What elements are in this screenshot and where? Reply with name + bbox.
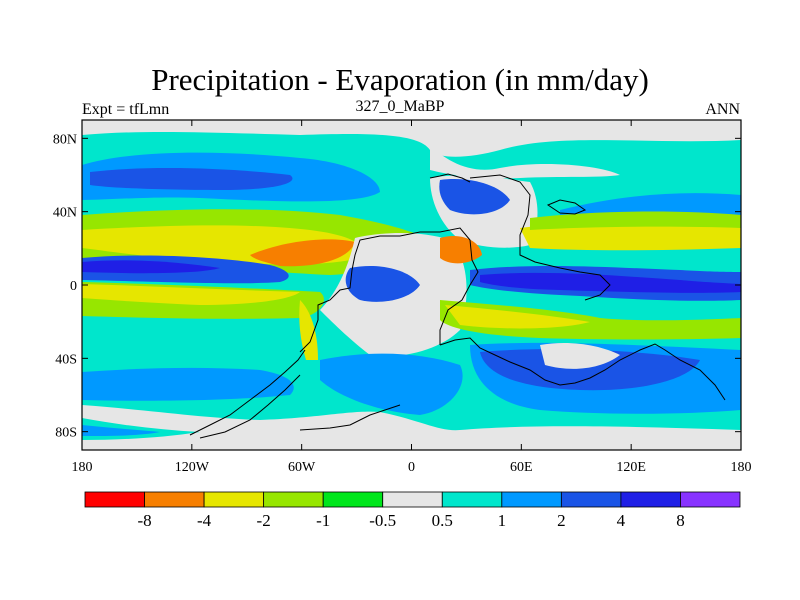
x-axis: 180 120W 60W 0 60E 120E 180	[72, 120, 752, 475]
coastline-east	[469, 174, 611, 301]
coastline-small-isl	[546, 199, 587, 215]
season-label: ANN	[705, 101, 740, 118]
colorbar: -8 -4 -2 -1 -0.5 0.5 1 2 4 8	[84, 491, 741, 530]
field-south-gray-east	[540, 343, 620, 369]
field-eq-yellow	[82, 284, 300, 305]
x-tick-label: 180	[731, 460, 752, 475]
field-south-blue-west	[82, 367, 294, 401]
y-tick-label: 40S	[55, 352, 77, 367]
field-asia-blue	[439, 179, 510, 215]
colorbar-swatch	[263, 491, 324, 508]
y-tick-label: 80S	[55, 426, 77, 441]
colorbar-swatch	[84, 491, 145, 508]
coastline-asia-north	[429, 173, 471, 183]
y-tick-label: 40N	[53, 206, 77, 221]
x-tick-label: 120E	[616, 460, 646, 475]
field-south-blue-east-core	[480, 349, 700, 391]
field-itcz-east-core	[480, 272, 741, 293]
colorbar-swatch	[322, 491, 384, 508]
field-north-gray	[82, 120, 741, 157]
colorbar-label: -4	[197, 511, 212, 530]
colorbar-label: 0.5	[432, 511, 453, 530]
colorbar-swatch	[560, 491, 622, 508]
y-tick-label: 0	[70, 279, 77, 294]
colorbar-swatch	[203, 491, 265, 508]
colorbar-label: -0.5	[369, 511, 396, 530]
field-south-blue-central	[320, 353, 463, 415]
colorbar-label: -8	[137, 511, 151, 530]
colorbar-label: -1	[316, 511, 330, 530]
field-south-blue-edge	[82, 425, 160, 436]
colorbar-label: -2	[257, 511, 271, 530]
colorbar-swatch	[382, 491, 443, 508]
precip-evap-field	[82, 120, 741, 450]
field-south-subtrop-yellow-2	[445, 305, 590, 329]
colorbar-swatch	[501, 491, 562, 508]
x-tick-label: 60W	[288, 460, 316, 475]
colorbar-label: 2	[557, 511, 566, 530]
chart-subtitle: 327_0_MaBP	[355, 98, 445, 115]
chart-title: Precipitation - Evaporation (in mm/day)	[151, 62, 649, 97]
coastline-antarctic-west-2	[199, 374, 301, 439]
colorbar-label: 8	[676, 511, 685, 530]
field-east-subtrop-green	[530, 211, 741, 230]
field-north-subtrop-orange	[250, 239, 355, 267]
coastline-central	[299, 227, 479, 353]
colorbar-swatch	[441, 491, 503, 508]
field-north-gray-2	[430, 145, 620, 179]
y-tick-label: 80N	[53, 132, 77, 147]
colorbar-label: 1	[498, 511, 507, 530]
x-tick-label: 60E	[510, 460, 533, 475]
coastline-south-central	[439, 337, 726, 401]
colorbar-label: 4	[617, 511, 626, 530]
field-central-blue	[345, 265, 420, 302]
field-south-subtrop-yellow	[440, 300, 741, 340]
colorbar-swatch	[620, 491, 681, 508]
colorbar-swatch	[144, 491, 205, 508]
field-south-yellow-strip	[299, 300, 318, 360]
experiment-label: Expt = tfLmn	[82, 101, 170, 118]
field-east-subtrop-yellow	[520, 220, 741, 251]
colorbar-swatch	[680, 491, 741, 508]
x-tick-label: 120W	[175, 460, 210, 475]
y-axis: 80N 40N 0 40S 80S	[53, 132, 741, 441]
field-south-gray	[82, 405, 741, 450]
coastline-antarctic-central	[299, 404, 401, 431]
coastline-antarctic-west	[189, 349, 306, 436]
field-north-storm-core	[90, 168, 293, 190]
field-itcz-west-core	[82, 260, 220, 274]
x-tick-label: 0	[408, 460, 415, 475]
x-tick-label: 180	[72, 460, 93, 475]
